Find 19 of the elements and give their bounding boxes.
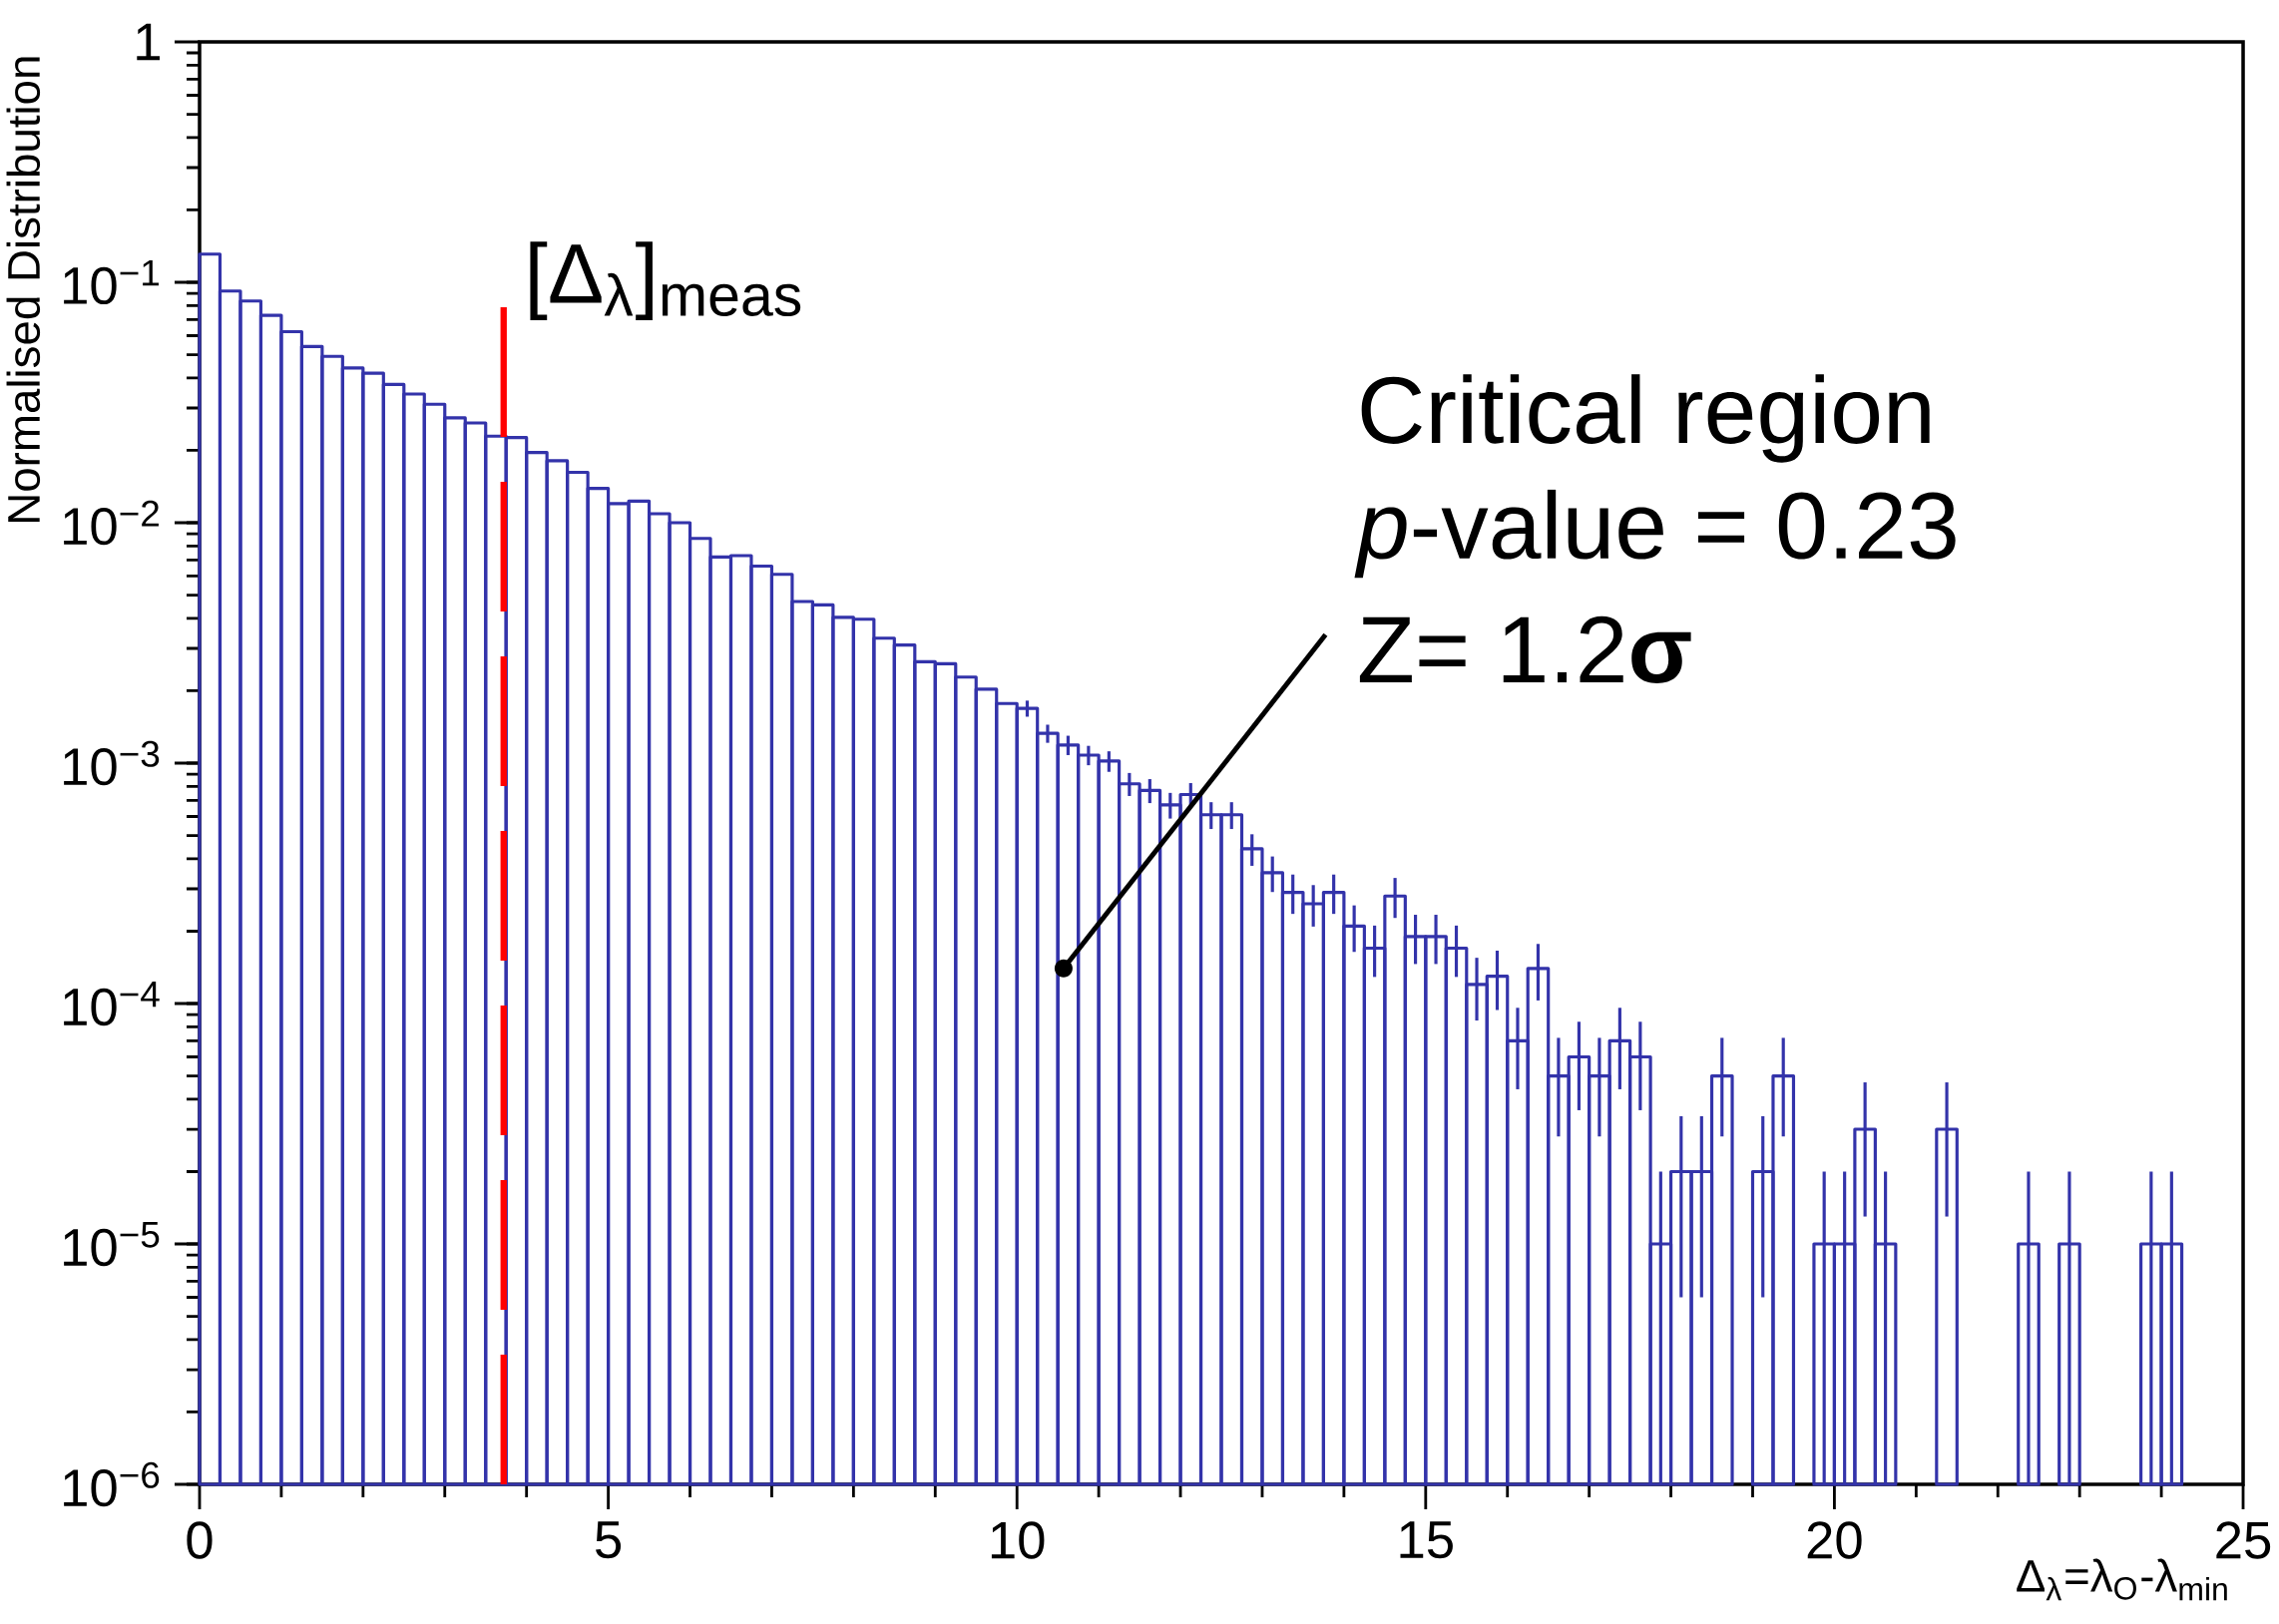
y-tick-label: 10$^{−1}$: [64, 259, 159, 305]
x-tick-label: 15: [1400, 1521, 1453, 1559]
ref-line-label: [Δ$_{λ}$]$_{meas}$: [530, 241, 801, 320]
y-tick-label: 1: [137, 23, 160, 61]
y-tick-label: 10$^{−2}$: [64, 500, 159, 546]
annotation: p-value = 0.23: [1354, 489, 1956, 579]
annotation: Critical region: [1361, 374, 1930, 463]
x-tick-label: 20: [1807, 1521, 1862, 1559]
annotation: Z= 1.2σ: [1359, 615, 1691, 683]
x-tick-label: 10: [991, 1521, 1045, 1559]
y-axis-title: Normalised Distribution: [6, 57, 41, 522]
y-tick-label: 10$^{−6}$: [64, 1461, 160, 1507]
x-tick-label: 25: [2216, 1521, 2271, 1559]
y-tick-label: 10$^{−5}$: [64, 1221, 160, 1267]
x-tick-label: 0: [187, 1521, 213, 1559]
x-axis-title: Δ$_{λ}$=λ$_{O}$-λ$_{min}$: [2017, 1558, 2227, 1601]
x-tick-label: 5: [596, 1521, 622, 1559]
y-tick-label: 10$^{−4}$: [64, 981, 160, 1026]
y-tick-label: 10$^{−3}$: [64, 740, 160, 786]
